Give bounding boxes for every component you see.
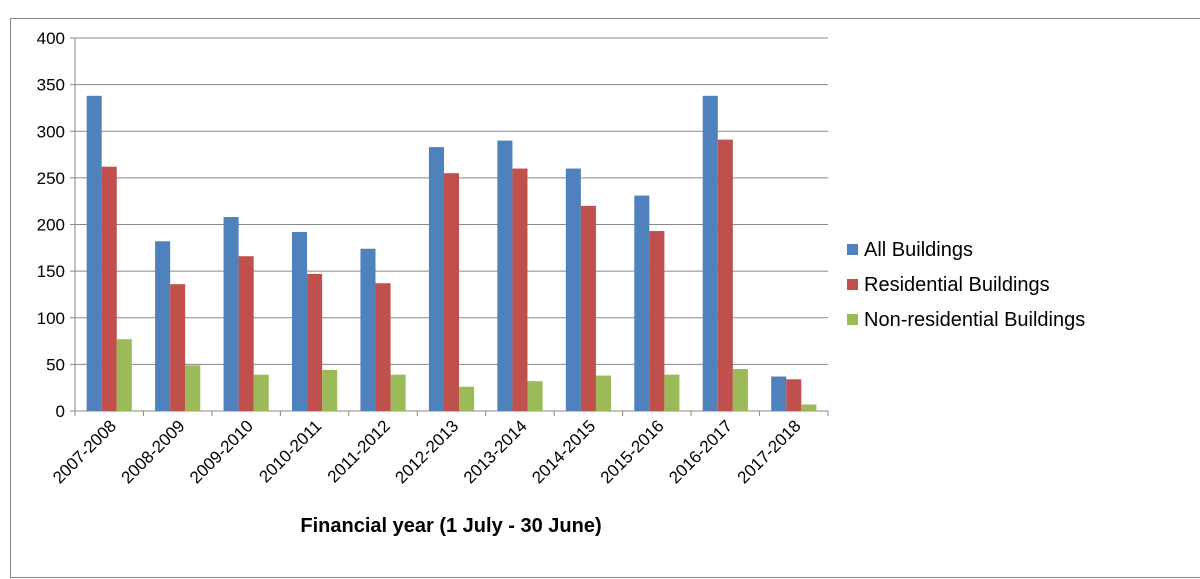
y-tick-label: 0 [56, 402, 65, 421]
bar [595, 375, 611, 411]
y-tick-label: 150 [37, 262, 65, 281]
bar [771, 376, 787, 411]
bar [717, 139, 733, 411]
legend-swatch [847, 279, 858, 290]
y-tick-label: 350 [37, 76, 65, 95]
bar [649, 231, 665, 411]
bar [443, 173, 460, 411]
bar [360, 248, 376, 411]
bar [375, 283, 391, 411]
bar [732, 369, 748, 411]
legend-label: Non-residential Buildings [864, 309, 1085, 331]
bar [86, 95, 102, 411]
bar [223, 217, 239, 411]
legend-swatch [847, 314, 858, 325]
bar [292, 231, 308, 411]
bar [527, 381, 543, 411]
bar [307, 273, 323, 411]
y-tick-label: 300 [37, 122, 65, 141]
y-tick-label: 250 [37, 169, 65, 188]
chart-frame [10, 18, 1200, 578]
bar [702, 95, 718, 411]
bar [664, 374, 680, 411]
bar [116, 339, 132, 411]
y-tick-label: 400 [37, 29, 65, 48]
x-axis-title: Financial year (1 July - 30 June) [300, 515, 601, 537]
bar [580, 205, 596, 411]
y-tick-label: 100 [37, 309, 65, 328]
bar [322, 369, 338, 411]
bar [390, 374, 406, 411]
bar [170, 284, 186, 411]
bar [512, 168, 528, 411]
bar [428, 147, 444, 412]
bar [565, 168, 581, 411]
y-tick-label: 50 [46, 355, 65, 374]
bar [786, 379, 802, 411]
bar [155, 241, 171, 411]
legend-label: All Buildings [864, 239, 973, 261]
legend-label: Residential Buildings [864, 274, 1050, 296]
bar [634, 195, 650, 411]
bar [101, 166, 117, 411]
bar [253, 374, 269, 411]
bar [497, 140, 513, 411]
y-tick-label: 200 [37, 216, 65, 235]
bar [185, 365, 201, 411]
bar [459, 386, 475, 411]
bar [238, 256, 254, 411]
legend-swatch [847, 244, 858, 255]
bar [801, 404, 817, 411]
